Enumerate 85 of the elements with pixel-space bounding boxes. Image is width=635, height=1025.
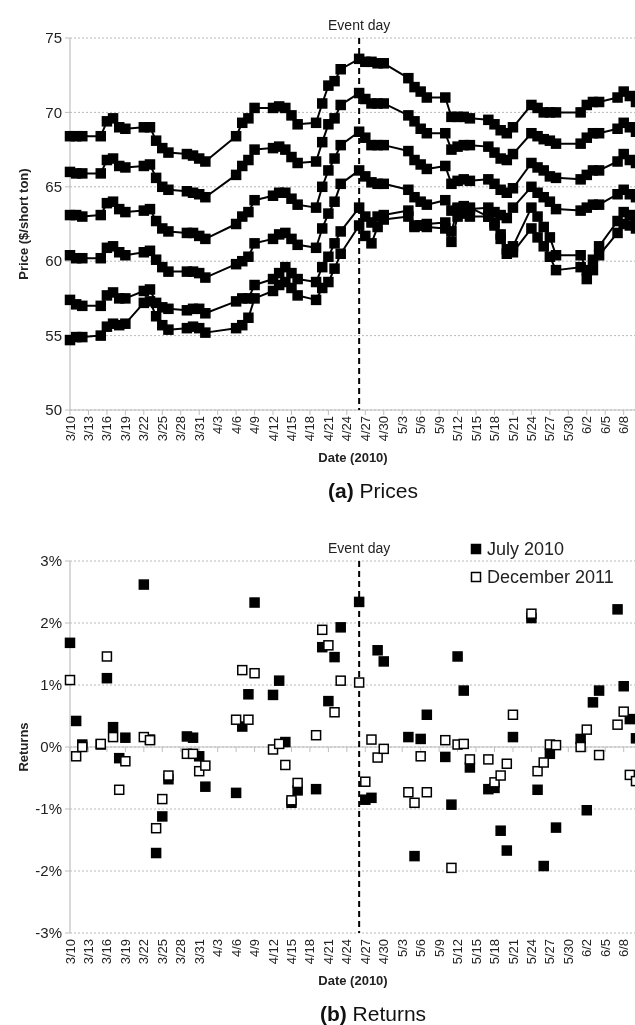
x-tick-label: 3/25 <box>154 939 170 965</box>
x-tick-label: 3/19 <box>117 939 133 965</box>
x-tick-label: 4/15 <box>284 939 300 965</box>
y-tick-label: 70 <box>45 103 62 121</box>
x-tick-label: 3/22 <box>136 416 152 442</box>
x-tick-label: 4/21 <box>320 416 336 442</box>
text: (b) Returns <box>319 1002 427 1025</box>
x-tick-label: 5/21 <box>505 416 521 442</box>
x-tick-label: 3/28 <box>173 939 189 965</box>
x-tick-label: 3/25 <box>154 416 170 442</box>
x-tick-label: 4/3 <box>210 416 226 435</box>
x-tick-label: 4/24 <box>339 416 355 442</box>
x-tick-label: 5/15 <box>468 416 484 442</box>
text: (a) Prices <box>328 479 418 502</box>
x-tick-label: 5/15 <box>468 939 484 965</box>
x-tick-label: 5/24 <box>523 939 539 965</box>
x-tick-label: 5/3 <box>394 416 410 435</box>
x-tick-label: 4/21 <box>320 939 336 965</box>
x-tick-label: 4/12 <box>265 939 281 965</box>
x-tick-label: 6/5 <box>597 416 613 435</box>
x-tick-label: 5/12 <box>450 416 466 442</box>
x-tick-label: 4/6 <box>228 939 244 958</box>
x-tick-label: 5/24 <box>523 416 539 442</box>
x-tick-label: 3/28 <box>173 416 189 442</box>
x-tick-label: 4/9 <box>247 416 263 435</box>
x-tick-label: 5/18 <box>487 416 503 442</box>
y-tick-label: 0% <box>40 738 62 756</box>
x-tick-label: 3/13 <box>81 416 97 442</box>
x-tick-label: 4/15 <box>284 416 300 442</box>
legend-label: July 2010 <box>487 539 565 560</box>
y-tick-label: 55 <box>45 326 62 344</box>
ref-line-label: Event day <box>328 17 391 33</box>
y-tick-label: -1% <box>35 800 62 818</box>
x-tick-label: 5/27 <box>542 939 558 965</box>
y-tick-label: 65 <box>45 178 62 196</box>
x-tick-label: 4/18 <box>302 939 318 965</box>
x-tick-label: 4/30 <box>376 939 392 965</box>
x-tick-label: 3/13 <box>81 939 97 965</box>
x-tick-label: 3/16 <box>99 416 115 442</box>
y-tick-label: -2% <box>35 862 62 880</box>
x-tick-label: 3/31 <box>191 416 207 442</box>
x-tick-label: 5/12 <box>450 939 466 965</box>
x-tick-label: 4/27 <box>357 939 373 965</box>
y-tick-label: 75 <box>45 29 62 47</box>
y-tick-label: 2% <box>40 614 62 632</box>
x-tick-label: 3/10 <box>62 416 78 442</box>
x-tick-label: 4/24 <box>339 939 355 965</box>
x-tick-label: 3/19 <box>117 416 133 442</box>
x-tick-label: 6/2 <box>579 416 595 435</box>
x-tick-label: 4/9 <box>247 939 263 958</box>
x-tick-label: 6/8 <box>616 939 632 958</box>
x-tick-label: 5/9 <box>431 416 447 435</box>
x-axis-title: Date (2010) <box>318 450 388 465</box>
x-tick-label: 4/3 <box>210 939 226 958</box>
y-tick-label: 3% <box>40 552 62 570</box>
x-tick-label: 4/30 <box>376 416 392 442</box>
legend-label: December 2011 <box>487 567 614 588</box>
x-tick-label: 6/2 <box>579 939 595 958</box>
ref-line-label: Event day <box>328 540 391 556</box>
y-axis-title: Price ($/short ton) <box>16 168 31 280</box>
x-tick-label: 3/16 <box>99 939 115 965</box>
x-tick-label: 3/10 <box>62 939 78 965</box>
y-axis-title: Returns <box>16 722 31 772</box>
x-tick-label: 5/27 <box>542 416 558 442</box>
x-tick-label: 5/9 <box>431 939 447 958</box>
x-tick-label: 4/27 <box>357 416 373 442</box>
x-tick-label: 5/3 <box>394 939 410 958</box>
x-axis-title: Date (2010) <box>318 973 388 988</box>
x-tick-label: 4/18 <box>302 416 318 442</box>
x-tick-label: 5/6 <box>413 939 429 958</box>
x-tick-label: 5/6 <box>413 416 429 435</box>
x-tick-label: 5/18 <box>487 939 503 965</box>
x-tick-label: 3/31 <box>191 939 207 965</box>
x-tick-label: 5/30 <box>560 939 576 965</box>
x-tick-label: 6/5 <box>597 939 613 958</box>
x-tick-label: 6/8 <box>616 416 632 435</box>
x-tick-label: 5/30 <box>560 416 576 442</box>
y-tick-label: 1% <box>40 676 62 694</box>
x-tick-label: 3/22 <box>136 939 152 965</box>
x-tick-label: 4/6 <box>228 416 244 435</box>
x-tick-label: 4/12 <box>265 416 281 442</box>
y-tick-label: 60 <box>45 252 62 270</box>
y-tick-label: 50 <box>45 401 62 419</box>
y-tick-label: -3% <box>35 924 62 942</box>
x-tick-label: 5/21 <box>505 939 521 965</box>
